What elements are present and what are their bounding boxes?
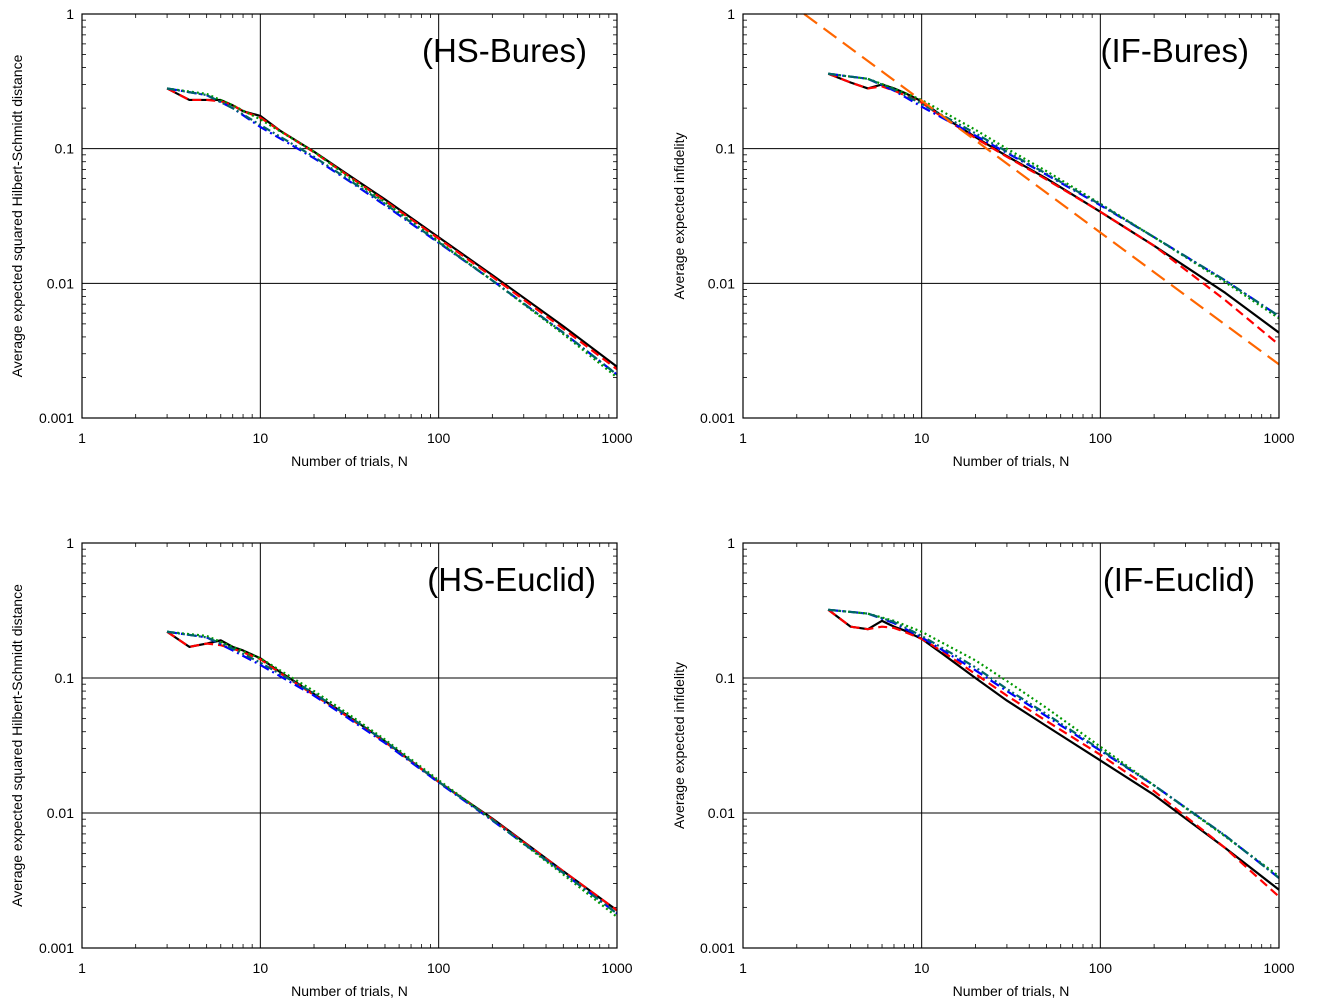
x-axis-label: Number of trials, N <box>953 453 1070 469</box>
panel-title: (HS-Euclid) <box>427 561 596 598</box>
x-tick-label: 10 <box>914 960 930 976</box>
series-line-1 <box>166 630 618 912</box>
y-tick-label: 1 <box>727 6 735 22</box>
y-axis-label: Average expected squared Hilbert-Schmidt… <box>9 584 25 907</box>
series-line-4 <box>166 630 618 915</box>
y-tick-label: 0.01 <box>708 275 735 291</box>
x-tick-label: 100 <box>1089 960 1113 976</box>
series-line-3 <box>166 87 618 379</box>
series-line-0 <box>166 87 618 368</box>
series-line-0 <box>166 630 618 912</box>
panel-hs-euclid: 1 10 100 1000 0.001 0.01 0.1 1 Number of trials,… <box>9 535 633 999</box>
series-line-0 <box>827 72 1280 334</box>
y-tick-label: 0.001 <box>700 940 735 956</box>
y-axis-label: Average expected infidelity <box>671 132 687 299</box>
panel-title: (IF-Bures) <box>1101 32 1250 69</box>
y-tick-label: 0.1 <box>716 670 736 686</box>
x-axis-label: Number of trials, N <box>953 983 1070 999</box>
x-tick-label: 10 <box>914 430 930 446</box>
series-line-2 <box>166 87 618 376</box>
y-tick-label: 1 <box>66 535 74 551</box>
y-tick-label: 1 <box>727 535 735 551</box>
series-line-4 <box>166 87 618 376</box>
x-tick-label: 100 <box>427 430 451 446</box>
x-axis-label: Number of trials, N <box>291 453 408 469</box>
x-tick-label: 1000 <box>601 960 632 976</box>
series-line-4 <box>828 608 1280 879</box>
series-line-0 <box>827 608 1280 891</box>
series-line-3 <box>828 608 1280 878</box>
y-tick-label: 0.01 <box>708 805 735 821</box>
y-tick-label: 0.1 <box>716 141 736 157</box>
x-tick-label: 1000 <box>1263 430 1294 446</box>
y-tick-label: 0.1 <box>55 670 75 686</box>
x-tick-label: 100 <box>427 960 451 976</box>
y-tick-label: 0.001 <box>39 410 74 426</box>
plot-frame <box>81 13 618 419</box>
y-axis-label: Average expected squared Hilbert-Schmidt… <box>9 54 25 377</box>
series-line-1 <box>827 608 1280 898</box>
series-line-2 <box>828 72 1280 318</box>
x-tick-label: 1 <box>739 960 747 976</box>
plot-frame <box>81 542 618 949</box>
plot-frame <box>742 13 1280 419</box>
series-line-1 <box>827 72 1280 346</box>
y-tick-label: 0.01 <box>47 805 74 821</box>
x-tick-label: 1 <box>78 430 86 446</box>
minor-ticks <box>743 14 1279 418</box>
plot-frame <box>742 542 1280 949</box>
x-tick-label: 10 <box>253 430 269 446</box>
series-line-2 <box>166 630 618 915</box>
series-line-1 <box>166 87 618 371</box>
panel-if-bures: 1 10 100 1000 0.001 0.01 0.1 1 Number of trials,… <box>671 6 1295 469</box>
x-tick-label: 1 <box>78 960 86 976</box>
panel-title: (IF-Euclid) <box>1103 561 1255 598</box>
minor-ticks <box>743 543 1279 948</box>
series-line-3 <box>828 72 1280 320</box>
y-tick-label: 0.1 <box>55 141 75 157</box>
y-tick-label: 0.01 <box>47 275 74 291</box>
panel-if-euclid: 1 10 100 1000 0.001 0.01 0.1 1 Number of trials,… <box>671 535 1295 999</box>
series-line-4 <box>828 72 1280 318</box>
x-tick-label: 1 <box>739 430 747 446</box>
minor-ticks <box>82 543 617 948</box>
y-tick-label: 0.001 <box>39 940 74 956</box>
y-axis-label: Average expected infidelity <box>671 662 687 829</box>
y-tick-label: 0.001 <box>700 410 735 426</box>
x-tick-label: 10 <box>253 960 269 976</box>
minor-ticks <box>82 14 617 418</box>
x-axis-label: Number of trials, N <box>291 983 408 999</box>
x-tick-label: 1000 <box>601 430 632 446</box>
panel-title: (HS-Bures) <box>422 32 587 69</box>
x-tick-label: 100 <box>1089 430 1113 446</box>
x-tick-label: 1000 <box>1263 960 1294 976</box>
series-line-5 <box>803 13 1280 366</box>
y-tick-label: 1 <box>66 6 74 22</box>
series-line-3 <box>166 630 618 918</box>
panel-hs-bures: 1 10 100 1000 0.001 0.01 0.1 1 Number of trials,… <box>9 6 633 469</box>
